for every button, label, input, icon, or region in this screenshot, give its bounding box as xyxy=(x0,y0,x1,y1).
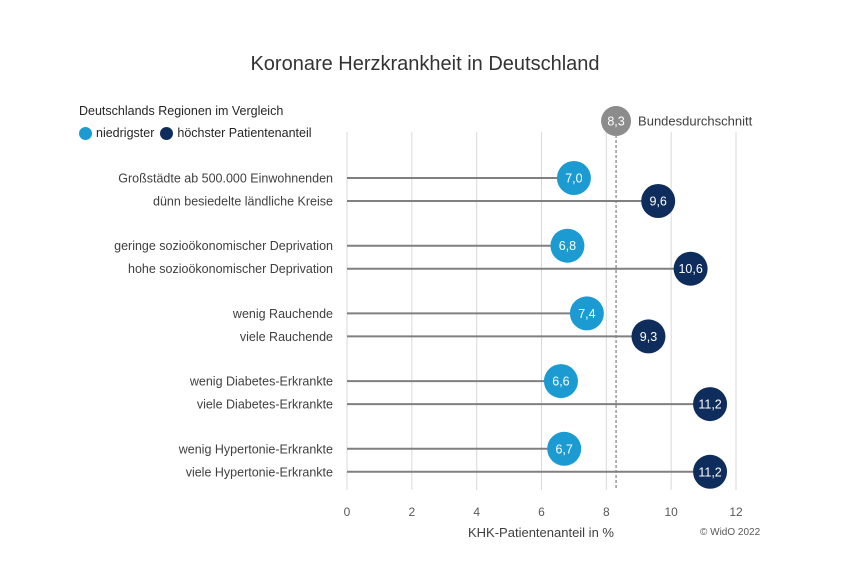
data-label: 6,6 xyxy=(552,375,569,389)
data-label: 6,8 xyxy=(559,239,576,253)
lollipop-dot xyxy=(556,161,591,195)
data-label: 11,2 xyxy=(698,398,721,412)
row-label: hohe sozioökonomischer Deprivation xyxy=(128,262,333,276)
chart-subtitle: Deutschlands Regionen im Vergleich xyxy=(79,104,284,118)
data-label: 7,4 xyxy=(578,307,595,321)
chart-title: Koronare Herzkrankheit in Deutschland xyxy=(250,53,600,75)
x-tick-label: 12 xyxy=(729,505,743,519)
legend-item-high: höchster Patientenanteil xyxy=(160,126,312,140)
x-axis-label: KHK-Patientenanteil in % xyxy=(468,525,614,540)
x-tick-label: 8 xyxy=(603,505,610,519)
row-label: geringe sozioökonomischer Deprivation xyxy=(114,239,333,253)
lollipop-dot xyxy=(673,251,708,286)
row-label: viele Diabetes-Erkrankte xyxy=(197,398,333,412)
x-tick-label: 0 xyxy=(344,505,351,519)
lollipop-dot xyxy=(547,431,582,466)
lollipop-dot xyxy=(631,319,666,354)
legend-label-high: höchster Patientenanteil xyxy=(177,126,312,140)
data-label: 6,7 xyxy=(555,442,572,456)
data-label: 9,3 xyxy=(640,330,657,344)
row-label: dünn besiedelte ländliche Kreise xyxy=(153,195,333,209)
lollipop-dot xyxy=(543,364,578,399)
lollipop-dot xyxy=(550,228,585,263)
lollipop-dot xyxy=(693,387,728,422)
lollipop-dot xyxy=(569,296,604,331)
x-tick-label: 6 xyxy=(538,505,545,519)
legend-swatch-high xyxy=(160,126,174,140)
row-label: wenig Diabetes-Erkrankte xyxy=(189,375,333,389)
row-label: wenig Hypertonie-Erkrankte xyxy=(178,442,333,456)
average-marker xyxy=(601,106,632,136)
legend-swatch-low xyxy=(79,126,92,140)
legend: niedrigster höchster Patientenanteil xyxy=(79,126,318,140)
legend-item-low: niedrigster xyxy=(79,126,154,140)
data-label: 11,2 xyxy=(698,465,721,479)
copyright: © WidO 2022 xyxy=(700,527,761,538)
lollipop-dot xyxy=(693,454,728,489)
row-label: viele Rauchende xyxy=(240,330,333,344)
legend-label-low: niedrigster xyxy=(96,126,155,140)
x-tick-label: 4 xyxy=(473,505,480,519)
row-label: wenig Rauchende xyxy=(232,307,333,321)
average-label: Bundesdurchschnitt xyxy=(638,114,753,129)
x-tick-label: 2 xyxy=(408,505,415,519)
data-label: 10,6 xyxy=(678,262,702,276)
row-label: viele Hypertonie-Erkrankte xyxy=(186,465,333,479)
x-tick-label: 10 xyxy=(664,505,678,519)
average-value: 8,3 xyxy=(607,115,624,129)
data-label: 9,6 xyxy=(650,195,667,209)
lollipop-dot xyxy=(641,184,676,218)
data-label: 7,0 xyxy=(565,172,582,186)
row-label: Großstädte ab 500.000 Einwohnenden xyxy=(118,172,333,186)
